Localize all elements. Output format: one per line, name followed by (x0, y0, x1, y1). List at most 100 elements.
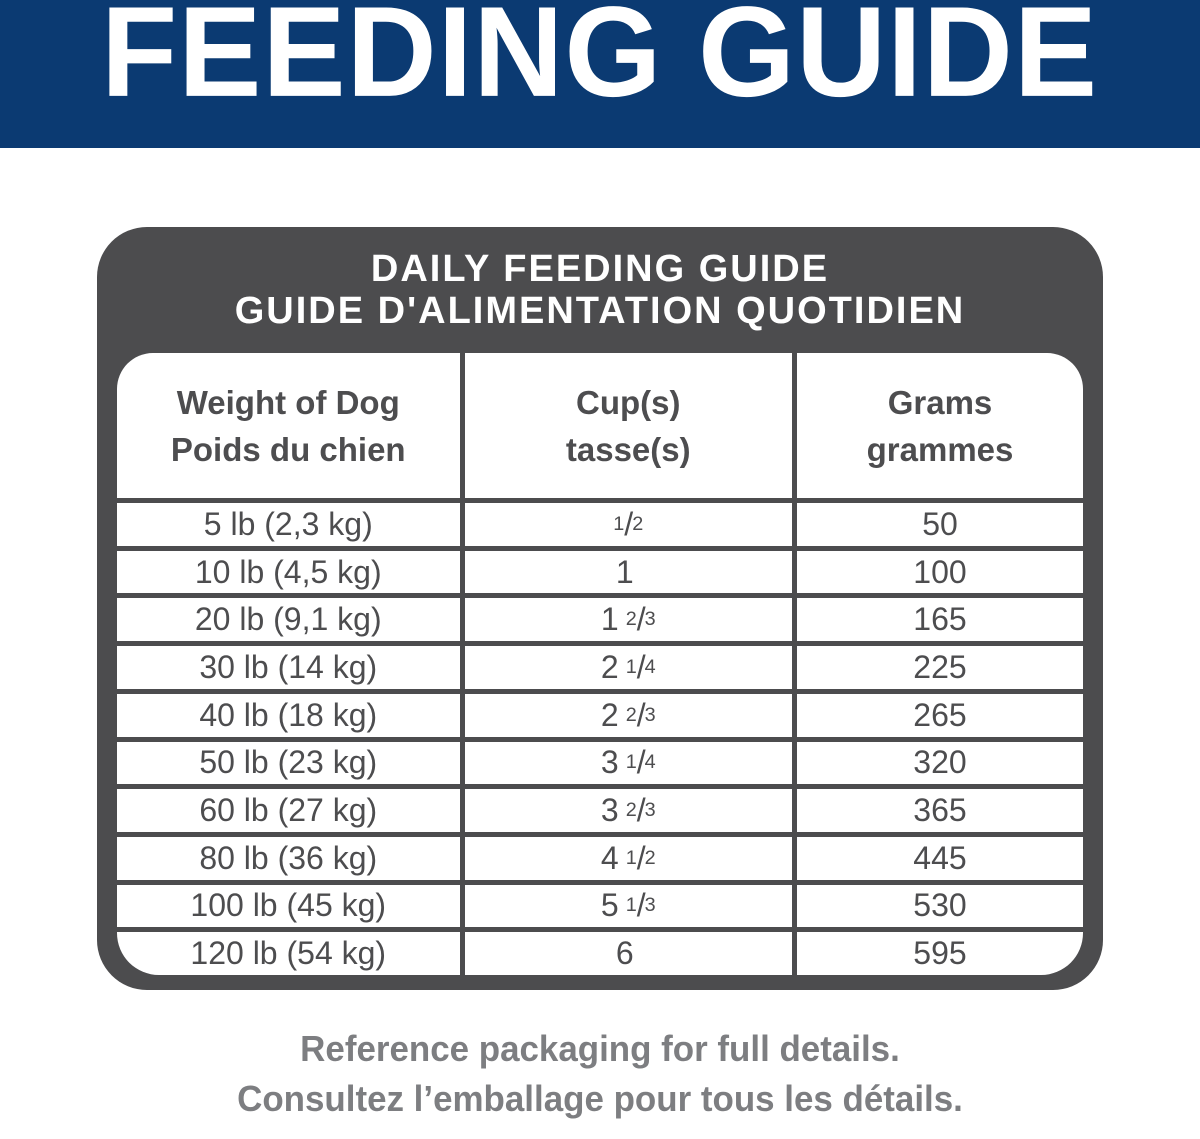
weight-cell: 50 lb (23 kg) (117, 741, 460, 785)
grams-value: 445 (913, 839, 967, 876)
grams-cell: 50 (797, 503, 1083, 546)
weight-value: 100 lb (45 kg) (190, 887, 387, 924)
grams-cell: 530 (797, 884, 1083, 928)
cups-whole-value: 2 (600, 648, 619, 685)
weight-value: 10 lb (4,5 kg) (194, 553, 382, 590)
grams-value: 165 (913, 601, 967, 638)
cups-whole-value: 2 (600, 696, 619, 733)
panel-title-english: DAILY FEEDING GUIDE (370, 248, 830, 290)
weight-value: 50 lb (23 kg) (199, 744, 378, 781)
cups-fraction-numerator: 1 (625, 846, 637, 869)
feeding-table: Weight of Dog Poids du chien Cup(s) tass… (117, 353, 1083, 975)
banner-title: FEEDING GUIDE (101, 0, 1099, 124)
panel-title: DAILY FEEDING GUIDE GUIDE D'ALIMENTATION… (97, 227, 1103, 332)
column-header-grams: Grams grammes (797, 353, 1083, 498)
cups-fraction-slash: / (636, 887, 646, 924)
footer-note: Reference packaging for full details. Co… (18, 1024, 1182, 1124)
column-header-weight-fr: Poids du chien (170, 430, 406, 468)
cups-fraction-slash: / (636, 648, 646, 685)
cups-fraction-slash: / (636, 792, 646, 829)
weight-value: 5 lb (2,3 kg) (203, 505, 373, 542)
column-header-grams-en: Grams (887, 383, 993, 421)
grams-cell: 365 (797, 789, 1083, 832)
daily-feeding-guide-panel: DAILY FEEDING GUIDE GUIDE D'ALIMENTATION… (97, 227, 1103, 990)
cups-fraction-denominator: 3 (644, 894, 656, 917)
weight-cell: 10 lb (4,5 kg) (117, 550, 460, 594)
cups-cell: 6 (464, 932, 792, 975)
grams-cell: 100 (797, 550, 1083, 594)
grams-value: 320 (913, 744, 967, 781)
cups-fraction-slash: / (636, 839, 646, 876)
weight-value: 30 lb (14 kg) (199, 648, 378, 685)
weight-value: 20 lb (9,1 kg) (194, 601, 382, 638)
column-header-cups-text: Cup(s) tasse(s) (566, 379, 691, 473)
cups-cell: 5 1/3 (464, 884, 792, 928)
cups-cell: 2 2/3 (464, 693, 792, 737)
cups-fraction-denominator: 2 (644, 846, 656, 869)
cups-cell: 1/2 (464, 503, 792, 546)
weight-value: 120 lb (54 kg) (190, 935, 387, 972)
grams-value: 595 (913, 935, 967, 972)
cups-fraction-slash: / (636, 744, 646, 781)
weight-cell: 60 lb (27 kg) (117, 789, 460, 832)
cups-cell: 3 2/3 (464, 789, 792, 832)
weight-cell: 30 lb (14 kg) (117, 646, 460, 689)
cups-whole-value: 3 (600, 792, 619, 829)
grams-value: 265 (913, 696, 967, 733)
cups-whole-value: 5 (600, 887, 619, 924)
column-header-cups-en: Cup(s) (576, 383, 681, 421)
cups-cell: 1 (464, 550, 792, 594)
cups-fraction-slash: / (624, 505, 633, 542)
grams-cell: 165 (797, 598, 1083, 642)
cups-fraction-denominator: 4 (644, 751, 656, 774)
cups-fraction-denominator: 3 (644, 703, 656, 726)
weight-cell: 40 lb (18 kg) (117, 693, 460, 737)
weight-cell: 20 lb (9,1 kg) (117, 598, 460, 642)
cups-fraction-slash: / (636, 696, 646, 733)
cups-fraction-numerator: 1 (613, 512, 625, 535)
panel-title-french: GUIDE D'ALIMENTATION QUOTIDIEN (234, 290, 966, 332)
weight-value: 80 lb (36 kg) (199, 839, 378, 876)
column-header-grams-fr: grammes (866, 430, 1014, 468)
weight-cell: 100 lb (45 kg) (117, 884, 460, 928)
cups-fraction-numerator: 2 (625, 799, 637, 822)
weight-value: 60 lb (27 kg) (199, 792, 378, 829)
grams-value: 365 (913, 792, 967, 829)
cups-whole-value: 6 (615, 935, 634, 972)
cups-fraction-numerator: 1 (625, 751, 637, 774)
cups-cell: 2 1/4 (464, 646, 792, 689)
grams-value: 50 (922, 505, 958, 542)
column-header-weight-en: Weight of Dog (176, 383, 400, 421)
grams-cell: 320 (797, 741, 1083, 785)
grams-cell: 595 (797, 932, 1083, 975)
cups-fraction-numerator: 1 (625, 655, 637, 678)
feeding-guide-banner: FEEDING GUIDE (0, 0, 1200, 148)
grams-value: 225 (913, 648, 967, 685)
column-header-cups: Cup(s) tasse(s) (464, 353, 792, 498)
cups-fraction-numerator: 1 (625, 894, 637, 917)
cups-fraction-denominator: 2 (632, 512, 644, 535)
column-header-weight-text: Weight of Dog Poids du chien (171, 379, 406, 473)
cups-fraction-denominator: 4 (644, 655, 656, 678)
grams-cell: 445 (797, 836, 1083, 880)
grams-value: 530 (913, 887, 967, 924)
weight-cell: 120 lb (54 kg) (117, 932, 460, 975)
grams-value: 100 (913, 553, 967, 590)
footer-note-english: Reference packaging for full details. (300, 1028, 900, 1069)
cups-fraction-denominator: 3 (644, 799, 656, 822)
cups-fraction-slash: / (636, 601, 646, 638)
cups-cell: 4 1/2 (464, 836, 792, 880)
cups-fraction-numerator: 2 (625, 608, 637, 631)
cups-cell: 1 2/3 (464, 598, 792, 642)
weight-cell: 5 lb (2,3 kg) (117, 503, 460, 546)
grams-cell: 265 (797, 693, 1083, 737)
cups-whole-value: 3 (600, 744, 619, 781)
cups-fraction-numerator: 2 (625, 703, 637, 726)
footer-note-french: Consultez l’emballage pour tous les déta… (237, 1078, 963, 1119)
column-header-grams-text: Grams grammes (867, 379, 1014, 473)
column-header-weight: Weight of Dog Poids du chien (117, 353, 460, 498)
column-header-cups-fr: tasse(s) (565, 430, 691, 468)
cups-fraction-denominator: 3 (644, 608, 656, 631)
weight-cell: 80 lb (36 kg) (117, 836, 460, 880)
cups-whole-value: 4 (600, 839, 619, 876)
